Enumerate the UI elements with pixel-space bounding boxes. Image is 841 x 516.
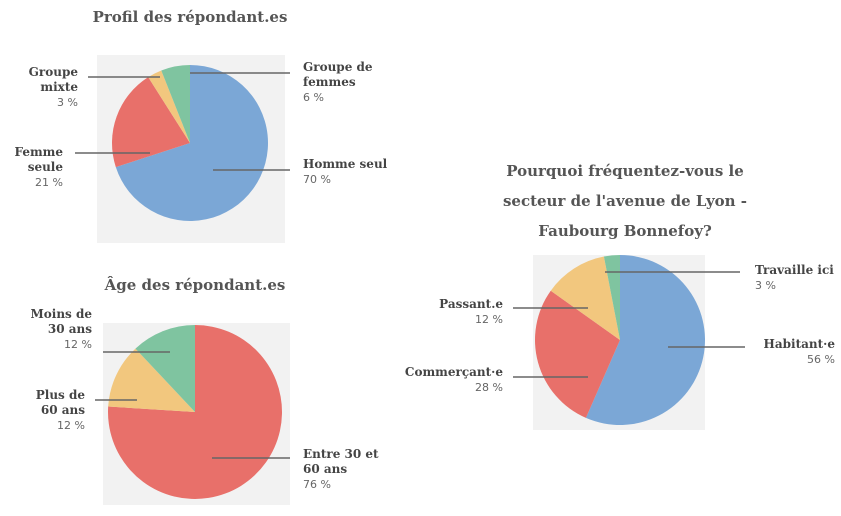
slice-label: Plus de 60 ans 12 %: [25, 388, 85, 433]
chart-title: Pourquoi fréquentez-vous le secteur de l…: [502, 162, 748, 240]
pie-slice: [585, 255, 705, 425]
value-label: 21 %: [35, 176, 63, 189]
pie-slice: [135, 325, 195, 412]
slice-label: Groupe mixte 3 %: [8, 65, 78, 110]
value-label: 3 %: [755, 279, 776, 292]
category-label: Moins de 30 ans: [30, 307, 92, 336]
chart-title: Profil des répondant.es: [92, 8, 288, 26]
pie-slice: [148, 70, 190, 143]
value-label: 3 %: [57, 96, 78, 109]
slice-label: Entre 30 et 60 ans 76 %: [303, 447, 388, 492]
category-label: Groupe mixte: [28, 65, 78, 94]
pie-slice: [108, 348, 195, 412]
category-label: Habitant·e: [763, 337, 835, 351]
pie-slice: [161, 65, 190, 143]
pie-slice: [550, 256, 620, 340]
category-label: Entre 30 et 60 ans: [303, 447, 379, 476]
slice-label: Femme seule 21 %: [0, 145, 63, 190]
value-label: 12 %: [57, 419, 85, 432]
category-label: Commerçant·e: [404, 365, 503, 379]
slice-label: Habitant·e 56 %: [745, 337, 835, 367]
value-label: 12 %: [475, 313, 503, 326]
pie-slice: [111, 77, 190, 168]
pie-slice: [603, 255, 620, 340]
value-label: 12 %: [64, 338, 92, 351]
slice-label: Commerçant·e 28 %: [393, 365, 503, 395]
slice-label: Homme seul 70 %: [303, 157, 403, 187]
chart-title: Âge des répondant.es: [104, 276, 286, 294]
slice-label: Moins de 30 ans 12 %: [22, 307, 92, 352]
slice-label: Passant.e 12 %: [413, 297, 503, 327]
value-label: 70 %: [303, 173, 331, 186]
value-label: 6 %: [303, 91, 324, 104]
pie-slice: [115, 65, 268, 221]
category-label: Femme seule: [14, 145, 63, 174]
slice-label: Travaille ici 3 %: [755, 263, 841, 293]
category-label: Travaille ici: [755, 263, 834, 277]
category-label: Plus de 60 ans: [35, 388, 85, 417]
slice-label: Groupe de femmes 6 %: [303, 60, 383, 105]
pie-slice: [534, 290, 620, 418]
category-label: Passant.e: [439, 297, 503, 311]
value-label: 28 %: [475, 381, 503, 394]
value-label: 56 %: [807, 353, 835, 366]
value-label: 76 %: [303, 478, 331, 491]
category-label: Homme seul: [303, 157, 388, 171]
category-label: Groupe de femmes: [303, 60, 373, 89]
